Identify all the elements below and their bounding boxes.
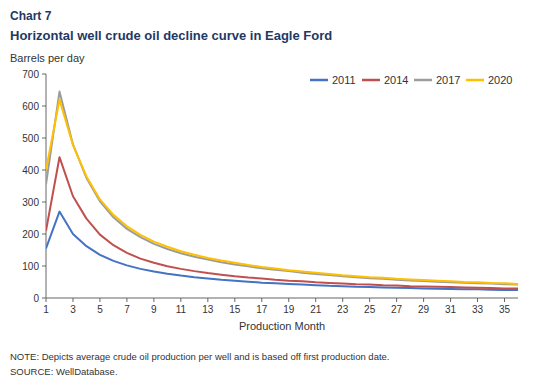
x-tick-label: 33: [472, 304, 484, 315]
y-tick: [42, 106, 46, 107]
x-tick: [396, 298, 397, 302]
y-tick-label: 600: [22, 101, 39, 112]
y-tick-label: 500: [22, 133, 39, 144]
y-tick-label: 0: [33, 293, 39, 304]
legend: 2011 2014 2017 2020: [310, 74, 512, 86]
line-series: [46, 212, 518, 290]
x-tick-label: 9: [151, 304, 157, 315]
note: SOURCE: WellDatabase.: [10, 366, 118, 377]
legend-label: 2014: [384, 74, 408, 86]
subtitle: Horizontal well crude oil decline curve …: [10, 28, 332, 43]
x-tick-label: 13: [202, 304, 214, 315]
x-tick-label: 27: [391, 304, 403, 315]
y-axis: [46, 74, 47, 298]
x-tick: [72, 298, 73, 302]
x-tick: [180, 298, 181, 302]
x-tick-label: 29: [418, 304, 430, 315]
y-tick: [42, 138, 46, 139]
x-tick-label: 5: [97, 304, 103, 315]
x-tick: [46, 298, 47, 302]
x-tick-label: 23: [337, 304, 349, 315]
plot-area: [46, 92, 518, 290]
x-tick: [477, 298, 478, 302]
x-tick-label: 11: [176, 304, 187, 315]
x-tick: [234, 298, 235, 302]
x-tick-label: 1: [43, 304, 49, 315]
y-tick-label: 700: [22, 69, 39, 80]
line-series: [46, 92, 518, 285]
x-tick: [261, 298, 262, 302]
x-tick-label: 21: [310, 304, 322, 315]
x-tick: [315, 298, 316, 302]
line-series: [46, 100, 518, 284]
legend-swatch: [310, 79, 328, 82]
y-tick: [42, 202, 46, 203]
y-tick-label: 300: [22, 197, 39, 208]
legend-label: 2017: [436, 74, 460, 86]
title: Chart 7: [10, 9, 52, 23]
chart: Chart 7 Horizontal well crude oil decline…: [0, 0, 533, 391]
y-tick-label: 100: [22, 261, 39, 272]
x-tick-label: 17: [256, 304, 268, 315]
x-tick-label: 19: [283, 304, 295, 315]
x-tick-label: 31: [445, 304, 457, 315]
x-tick-label: 25: [364, 304, 376, 315]
legend-swatch: [362, 79, 380, 82]
x-tick: [288, 298, 289, 302]
x-tick: [207, 298, 208, 302]
y-tick-label: 200: [22, 229, 39, 240]
legend-label: 2011: [332, 74, 356, 86]
y-tick: [42, 234, 46, 235]
x-tick: [342, 298, 343, 302]
x-tick-label: 7: [124, 304, 130, 315]
x-tick: [153, 298, 154, 302]
note: NOTE: Depicts average crude oil producti…: [10, 351, 390, 362]
x-tick-label: 3: [70, 304, 76, 315]
x-tick: [369, 298, 370, 302]
y-tick: [42, 170, 46, 171]
x-tick: [126, 298, 127, 302]
y-axis-label: Barrels per day: [10, 52, 85, 64]
x-tick: [450, 298, 451, 302]
y-tick: [42, 298, 46, 299]
x-tick: [504, 298, 505, 302]
x-tick-label: 15: [229, 304, 241, 315]
y-tick: [42, 74, 46, 75]
y-tick: [42, 266, 46, 267]
y-tick-label: 400: [22, 165, 39, 176]
x-axis-label: Production Month: [239, 320, 325, 332]
x-tick: [99, 298, 100, 302]
legend-swatch: [466, 79, 484, 82]
x-axis: [46, 298, 518, 299]
x-tick: [423, 298, 424, 302]
legend-swatch: [414, 79, 432, 82]
legend-label: 2020: [488, 74, 512, 86]
x-tick-label: 35: [499, 304, 511, 315]
